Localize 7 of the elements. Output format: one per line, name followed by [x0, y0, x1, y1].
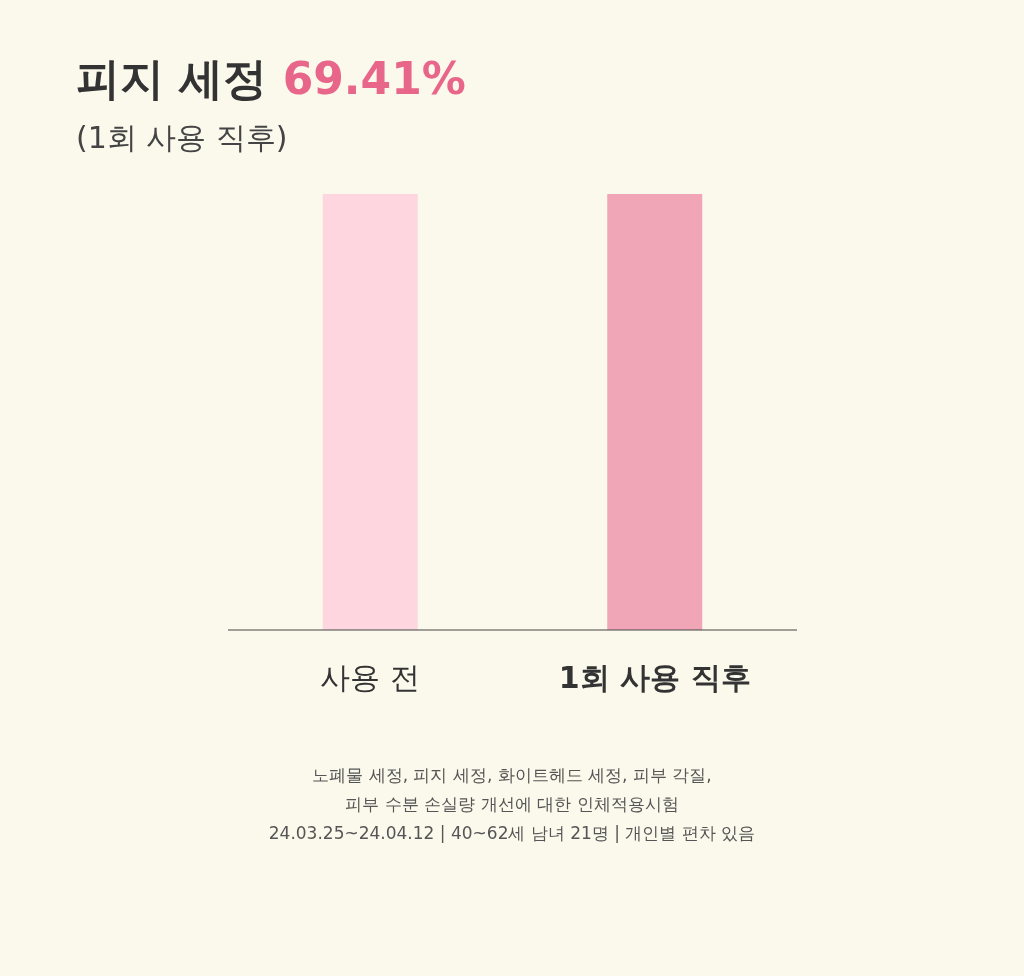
x-tick-label: 1회 사용 직후	[558, 660, 751, 695]
chart-subtitle: (1회 사용 직후)	[76, 120, 288, 155]
text: 노폐물 세정, 피지 세정, 화이트헤드 세정, 피부 각질,	[312, 765, 712, 785]
x-tick-label: 사용 전	[320, 660, 421, 695]
chart-title: 피지 세정 69.41%	[76, 53, 466, 104]
text: 24.03.25~24.04.12 | 40~62세 남녀 21명 | 개인별 편차 있음	[268, 823, 756, 843]
text: 피부 수분 손실량 개선에 대한 인체적용시험	[345, 794, 679, 814]
